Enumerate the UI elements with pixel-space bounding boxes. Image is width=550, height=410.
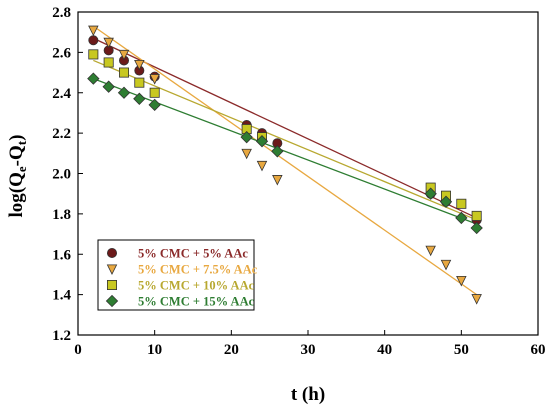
data-point-series-2 — [118, 49, 130, 61]
y-tick-label: 2.6 — [52, 45, 71, 61]
x-tick-label: 60 — [531, 342, 546, 358]
y-tick-label: 1.4 — [52, 288, 71, 304]
data-point-series-2 — [134, 59, 145, 71]
data-point-series-2 — [456, 275, 467, 287]
y-tick-label: 2.4 — [52, 86, 71, 102]
fit-line-series-3 — [93, 59, 477, 221]
x-tick-label: 30 — [301, 342, 316, 358]
legend-marker-series-4 — [105, 294, 119, 308]
legend-label-series-3: 5% CMC + 10% AAc — [138, 279, 255, 293]
fit-line-series-1 — [93, 37, 477, 219]
x-tick-label: 40 — [377, 342, 392, 358]
y-tick-label: 1.6 — [52, 247, 71, 263]
data-point-series-2 — [471, 294, 482, 305]
y-axis-title-sub-e: e — [14, 166, 29, 172]
y-axis-title-close: ) — [6, 135, 27, 141]
data-point-series-4 — [455, 211, 468, 225]
legend-label-series-1: 5% CMC + 5% AAc — [138, 247, 248, 261]
x-tick-label: 20 — [224, 342, 239, 358]
data-point-series-2 — [241, 148, 252, 160]
data-point-series-2 — [103, 37, 114, 49]
data-point-series-4 — [439, 195, 453, 208]
data-point-series-1 — [88, 35, 99, 46]
data-point-series-4 — [102, 80, 115, 93]
data-point-series-4 — [148, 98, 161, 112]
y-tick-label: 2.8 — [52, 5, 71, 21]
data-point-series-4 — [133, 92, 146, 105]
legend-marker-series-2 — [106, 264, 118, 275]
legend: 5% CMC + 5% AAc 5% CMC + 7.5% AAc 5% CMC +… — [97, 239, 258, 311]
x-axis-title: t (h) — [291, 384, 325, 405]
data-point-series-4 — [87, 72, 100, 85]
legend-box — [97, 239, 255, 311]
y-axis-title-sub-t: t — [14, 140, 29, 145]
data-point-series-4 — [271, 145, 284, 158]
data-point-series-3 — [134, 77, 145, 88]
legend-label-series-4: 5% CMC + 15% AAc — [138, 295, 255, 309]
data-point-series-4 — [117, 86, 131, 99]
y-tick-label: 1.2 — [52, 328, 71, 344]
data-point-series-2 — [272, 175, 283, 186]
y-axis-title-minus: -Q — [6, 145, 27, 166]
data-point-series-2 — [88, 25, 99, 37]
data-point-series-4 — [240, 130, 253, 144]
data-point-series-3 — [88, 49, 99, 60]
data-point-series-3 — [456, 198, 467, 209]
data-point-series-3 — [119, 67, 130, 78]
data-point-series-3 — [103, 57, 114, 68]
legend-label-series-2: 5% CMC + 7.5% AAc — [138, 263, 258, 277]
y-tick-label: 2.2 — [52, 126, 71, 142]
fit-line-series-4 — [93, 78, 477, 225]
x-tick-label: 0 — [74, 342, 82, 358]
y-tick-label: 1.8 — [52, 207, 71, 223]
data-point-series-2 — [256, 160, 268, 172]
data-point-series-2 — [425, 245, 436, 257]
data-point-series-4 — [255, 135, 269, 148]
data-point-series-3 — [149, 87, 160, 98]
fit-line-series-2 — [92, 25, 478, 296]
data-point-series-4 — [424, 187, 437, 200]
y-axis-title: log(Qe-Qt) — [6, 135, 29, 218]
data-point-series-2 — [149, 74, 160, 85]
y-axis-title-main: log(Q — [6, 172, 27, 217]
legend-marker-series-3 — [107, 279, 118, 290]
x-tick-label: 50 — [454, 342, 469, 358]
legend-marker-series-1 — [107, 247, 118, 258]
data-point-series-3 — [471, 210, 482, 221]
data-point-series-4 — [470, 221, 483, 235]
data-point-series-2 — [440, 259, 452, 271]
plot-area: 0 10 20 30 40 50 60 1.2 1.4 1.6 1.8 2.0 2.2 2.4 2.6 2.8 — [52, 5, 545, 358]
y-tick-label: 2.0 — [52, 167, 71, 183]
x-tick-label: 10 — [147, 342, 162, 358]
